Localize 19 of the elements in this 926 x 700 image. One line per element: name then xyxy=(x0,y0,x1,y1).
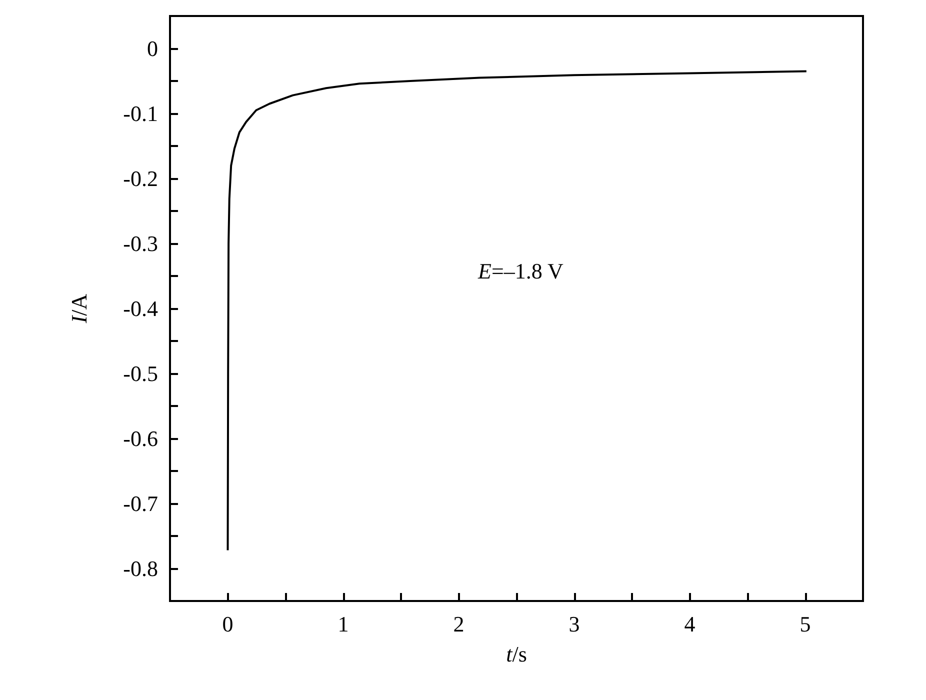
x-tick-label: 5 xyxy=(800,612,811,636)
x-tick-label: 4 xyxy=(684,612,696,636)
x-tick-label: 3 xyxy=(568,612,580,636)
y-tick-label: -0.1 xyxy=(123,101,158,126)
line-series xyxy=(226,70,808,552)
annotation: E=–1.8 V xyxy=(477,258,564,284)
y-tick-label: -0.6 xyxy=(123,426,158,451)
x-tick-label: 2 xyxy=(453,612,464,636)
x-tick-label: 1 xyxy=(338,612,349,636)
x-axis-title: t/s xyxy=(506,642,527,666)
y-axis-title: I/A xyxy=(66,294,92,324)
y-tick-label: -0.4 xyxy=(123,296,158,321)
y-tick-label: -0.7 xyxy=(123,491,158,516)
y-tick-label: -0.3 xyxy=(123,231,158,256)
y-tick-label: -0.2 xyxy=(123,166,158,191)
y-tick-label: -0.5 xyxy=(123,361,158,386)
x-tick-label: 0 xyxy=(222,612,234,636)
y-tick-label: -0.8 xyxy=(123,556,158,581)
y-tick-label: 0 xyxy=(147,36,158,61)
